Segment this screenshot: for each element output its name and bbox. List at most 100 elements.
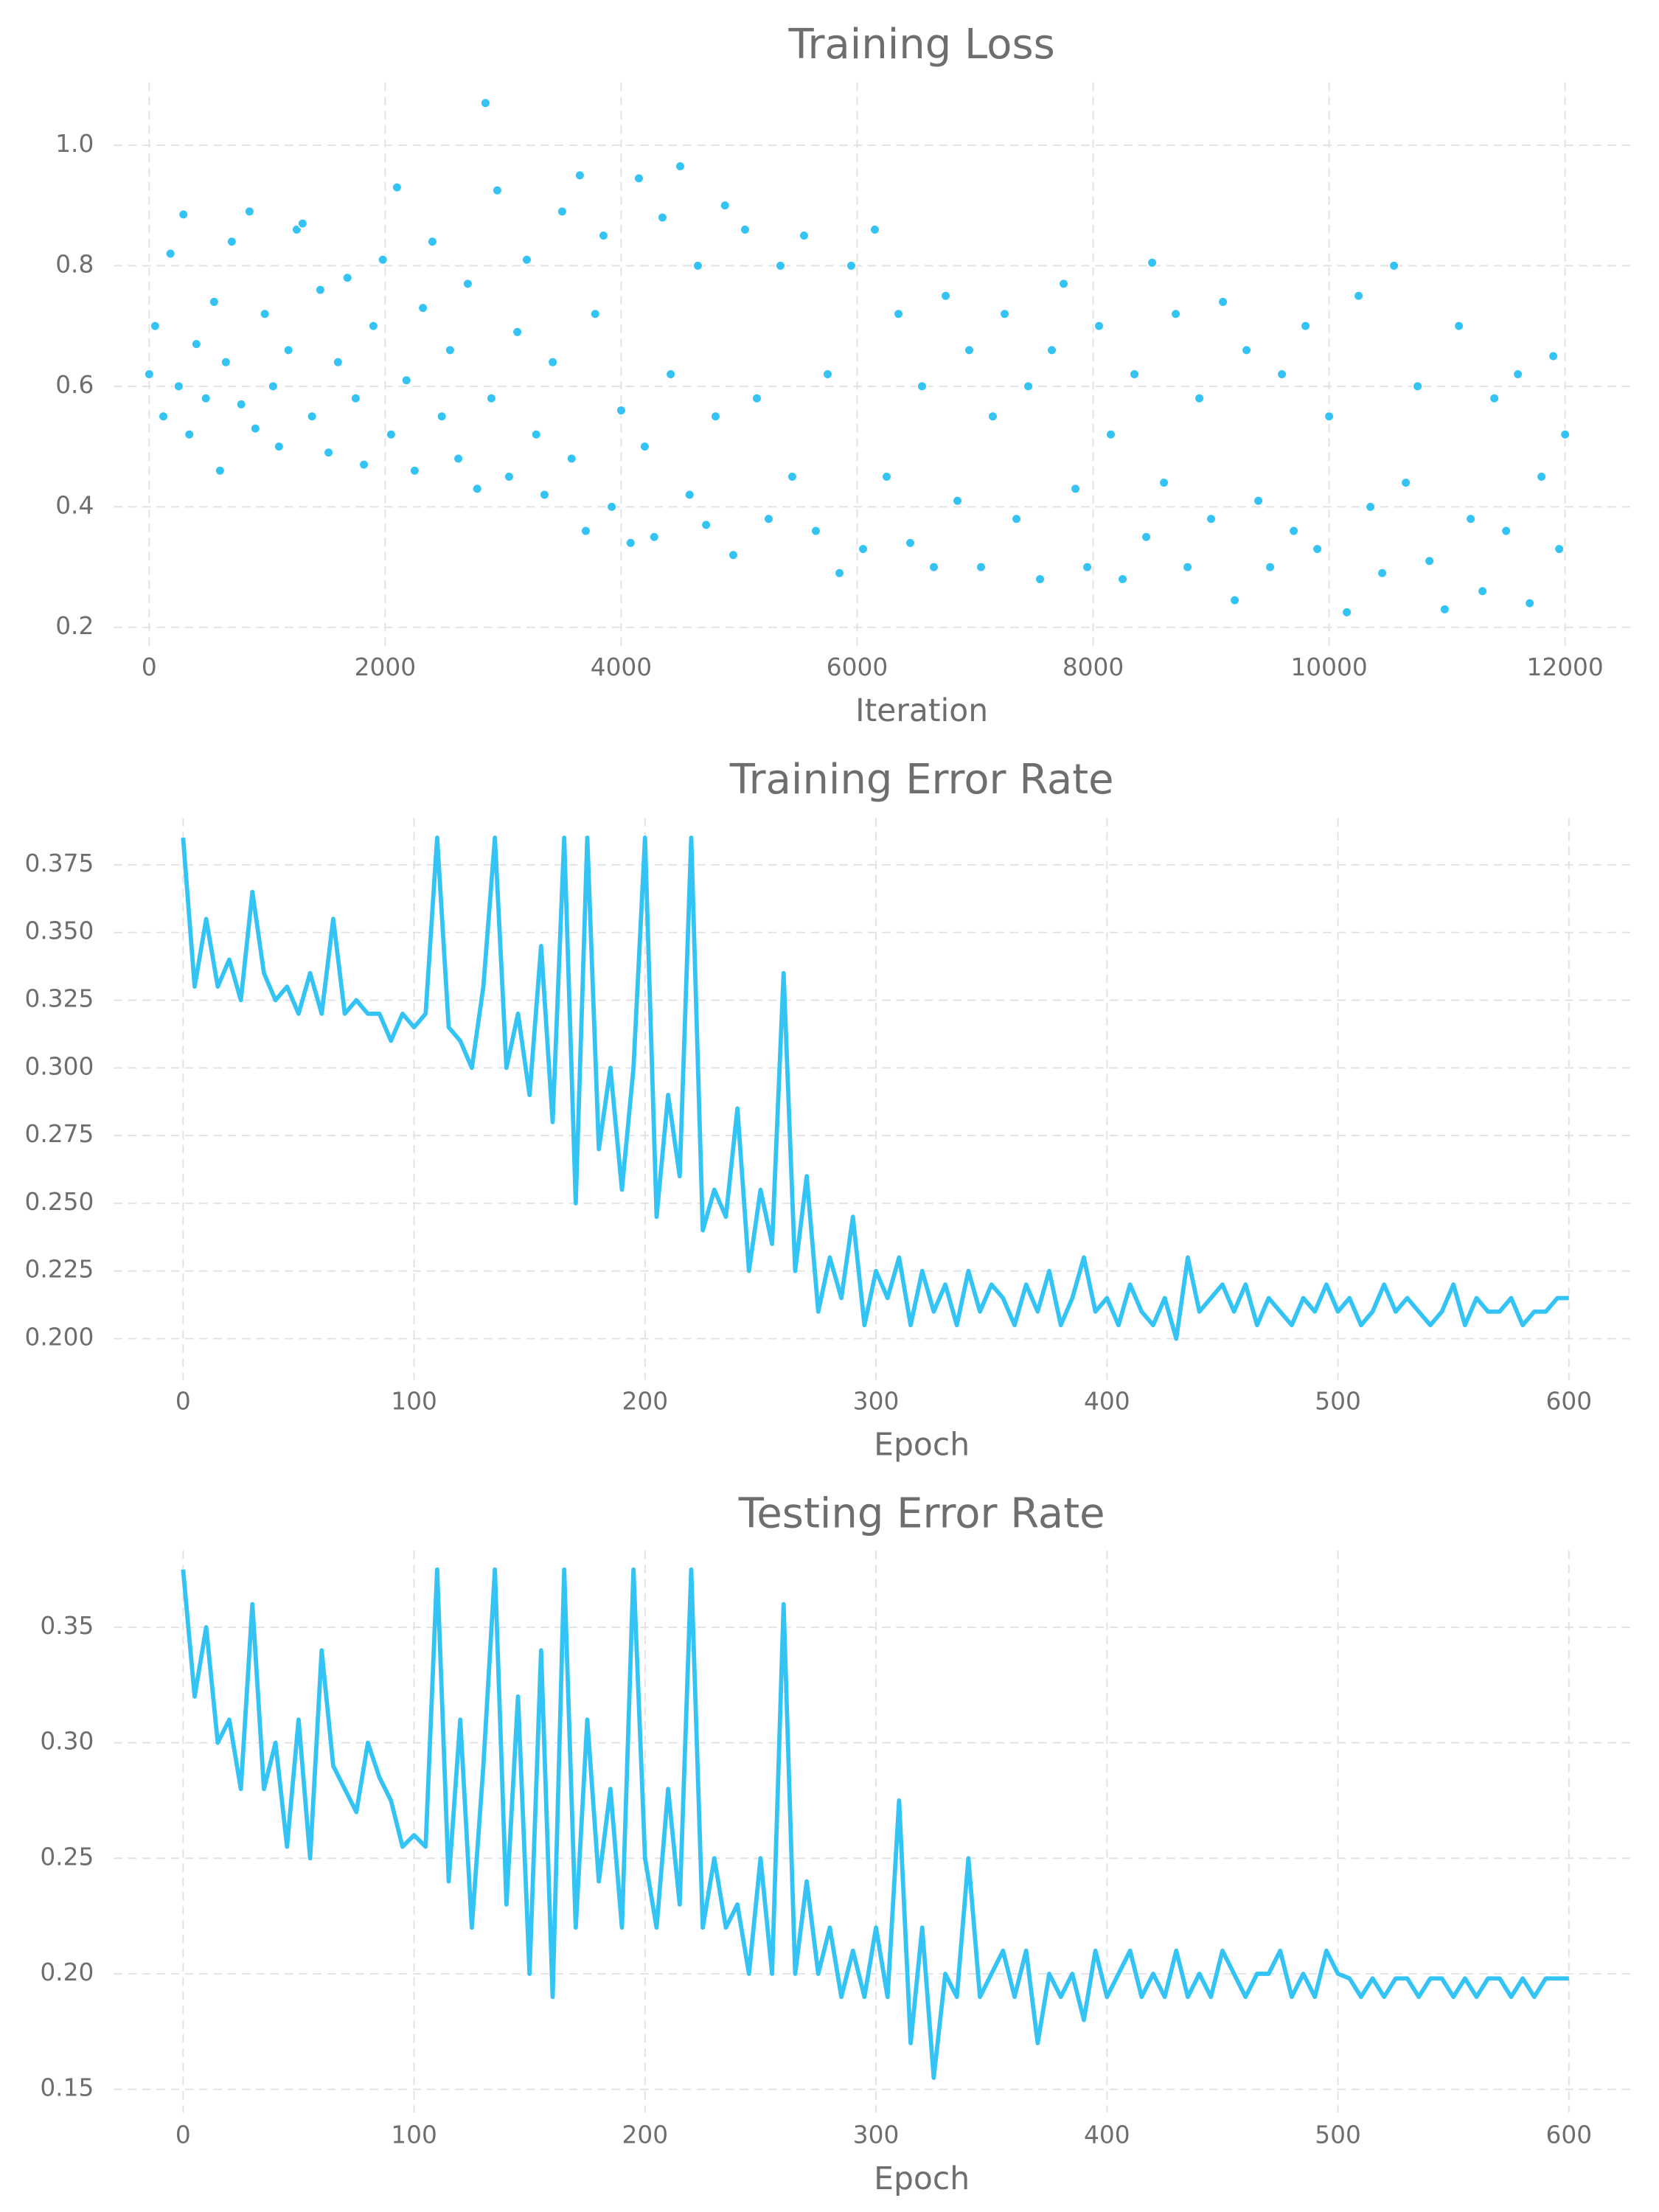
x-tick-label: 0 [175,1387,191,1415]
line-series [181,1567,1569,2080]
scatter-point [1241,344,1252,356]
scatter-point [315,284,326,296]
scatter-point [590,308,601,320]
scatter-point [144,369,155,380]
scatter-point [1324,411,1335,422]
scatter-point [377,254,389,265]
scatter-point [763,513,774,524]
scatter-point [341,272,353,283]
scatter-point [1023,380,1034,392]
scatter-point [400,375,412,386]
scatter-point [1170,308,1181,320]
y-tick-label: 0.275 [24,1120,94,1148]
x-tick-label: 2000 [355,653,416,681]
y-tick-label: 0.250 [24,1188,94,1216]
y-tick-label: 1.0 [55,130,94,158]
scatter-point [728,549,739,560]
scatter-point [158,411,169,422]
scatter-point [471,483,483,495]
scatter-point [1312,543,1323,554]
scatter-point [259,308,271,320]
x-tick-label: 400 [1084,2121,1130,2149]
scatter-point [1453,320,1464,332]
scatter-point [323,447,334,459]
scatter-point [1011,513,1022,524]
scatter-point [684,489,695,501]
x-tick-label: 100 [391,1387,437,1415]
scatter-point [274,441,285,452]
y-tick-label: 0.350 [24,917,94,945]
scatter-point [1105,429,1116,440]
scatter-point [1182,561,1193,573]
scatter-point [1288,525,1299,537]
scatter-point [547,356,558,368]
scatter-point [740,224,751,235]
scatter-point [917,380,928,392]
scatter-point [657,212,668,223]
y-tick-label: 0.2 [55,612,94,640]
scatter-point [810,525,821,537]
scatter-point [184,429,195,440]
scatter-point [940,291,951,302]
scatter-point [386,429,397,440]
scatter-point [692,260,703,271]
scatter-point [1341,607,1352,618]
scatter-point [178,209,189,220]
scatter-point [1206,513,1217,524]
scatter-point [200,392,212,404]
scatter-point [492,184,503,196]
y-tick-label: 0.200 [24,1324,94,1352]
scatter-point [445,344,456,356]
y-tick-label: 0.15 [40,2074,94,2102]
scatter-point [220,356,232,368]
scatter-point [1548,350,1559,362]
scatter-point [999,308,1010,320]
scatter-point [480,97,491,108]
scatter-point [1559,429,1571,440]
scatter-point [580,525,591,537]
scatter-point [905,538,916,549]
x-tick-label: 200 [622,1387,669,1415]
scatter-point [358,459,369,470]
subplot: Training Error Rate Epoch 0 100 200 300 400 500… [24,756,1636,1464]
x-tick-label: 10000 [1290,653,1367,681]
chart-title: Training Loss [788,21,1055,69]
y-tick-label: 0.30 [40,1728,94,1756]
scatter-point [675,161,686,172]
scatter-point [1489,392,1500,404]
scatter-point [1058,278,1069,290]
scatter-point [1465,513,1476,524]
y-tick-label: 0.8 [55,250,94,278]
scatter-point [710,411,721,422]
scatter-point [1229,594,1240,606]
scatter-point [822,369,833,380]
scatter-point [521,254,532,265]
subplot: Training Loss Iteration 0 2000 4000 6000 8000 1… [55,21,1636,729]
scatter-point [720,200,731,211]
scatter-point [191,338,202,349]
scatter-point [665,369,676,380]
scatter-point [1500,525,1512,537]
scatter-point [574,170,585,181]
x-tick-label: 600 [1546,1387,1593,1415]
scatter-point [1194,392,1205,404]
scatter-point [1477,585,1488,597]
scatter-point [226,236,237,247]
scatter-point [417,302,428,313]
scatter-point [649,531,660,543]
y-tick-label: 0.225 [24,1256,94,1284]
scatter-point [1265,561,1276,573]
scatter-point [928,561,939,573]
x-tick-label: 100 [391,2121,437,2149]
x-tick-label: 200 [622,2121,669,2149]
scatter-point [1117,574,1128,585]
scatter-point [504,471,515,482]
scatter-point [306,411,318,422]
scatter-point [869,224,880,235]
scatter-point [297,218,308,229]
scatter-point [409,465,420,476]
scatter-point [1554,543,1565,554]
scatter-point [799,230,810,241]
